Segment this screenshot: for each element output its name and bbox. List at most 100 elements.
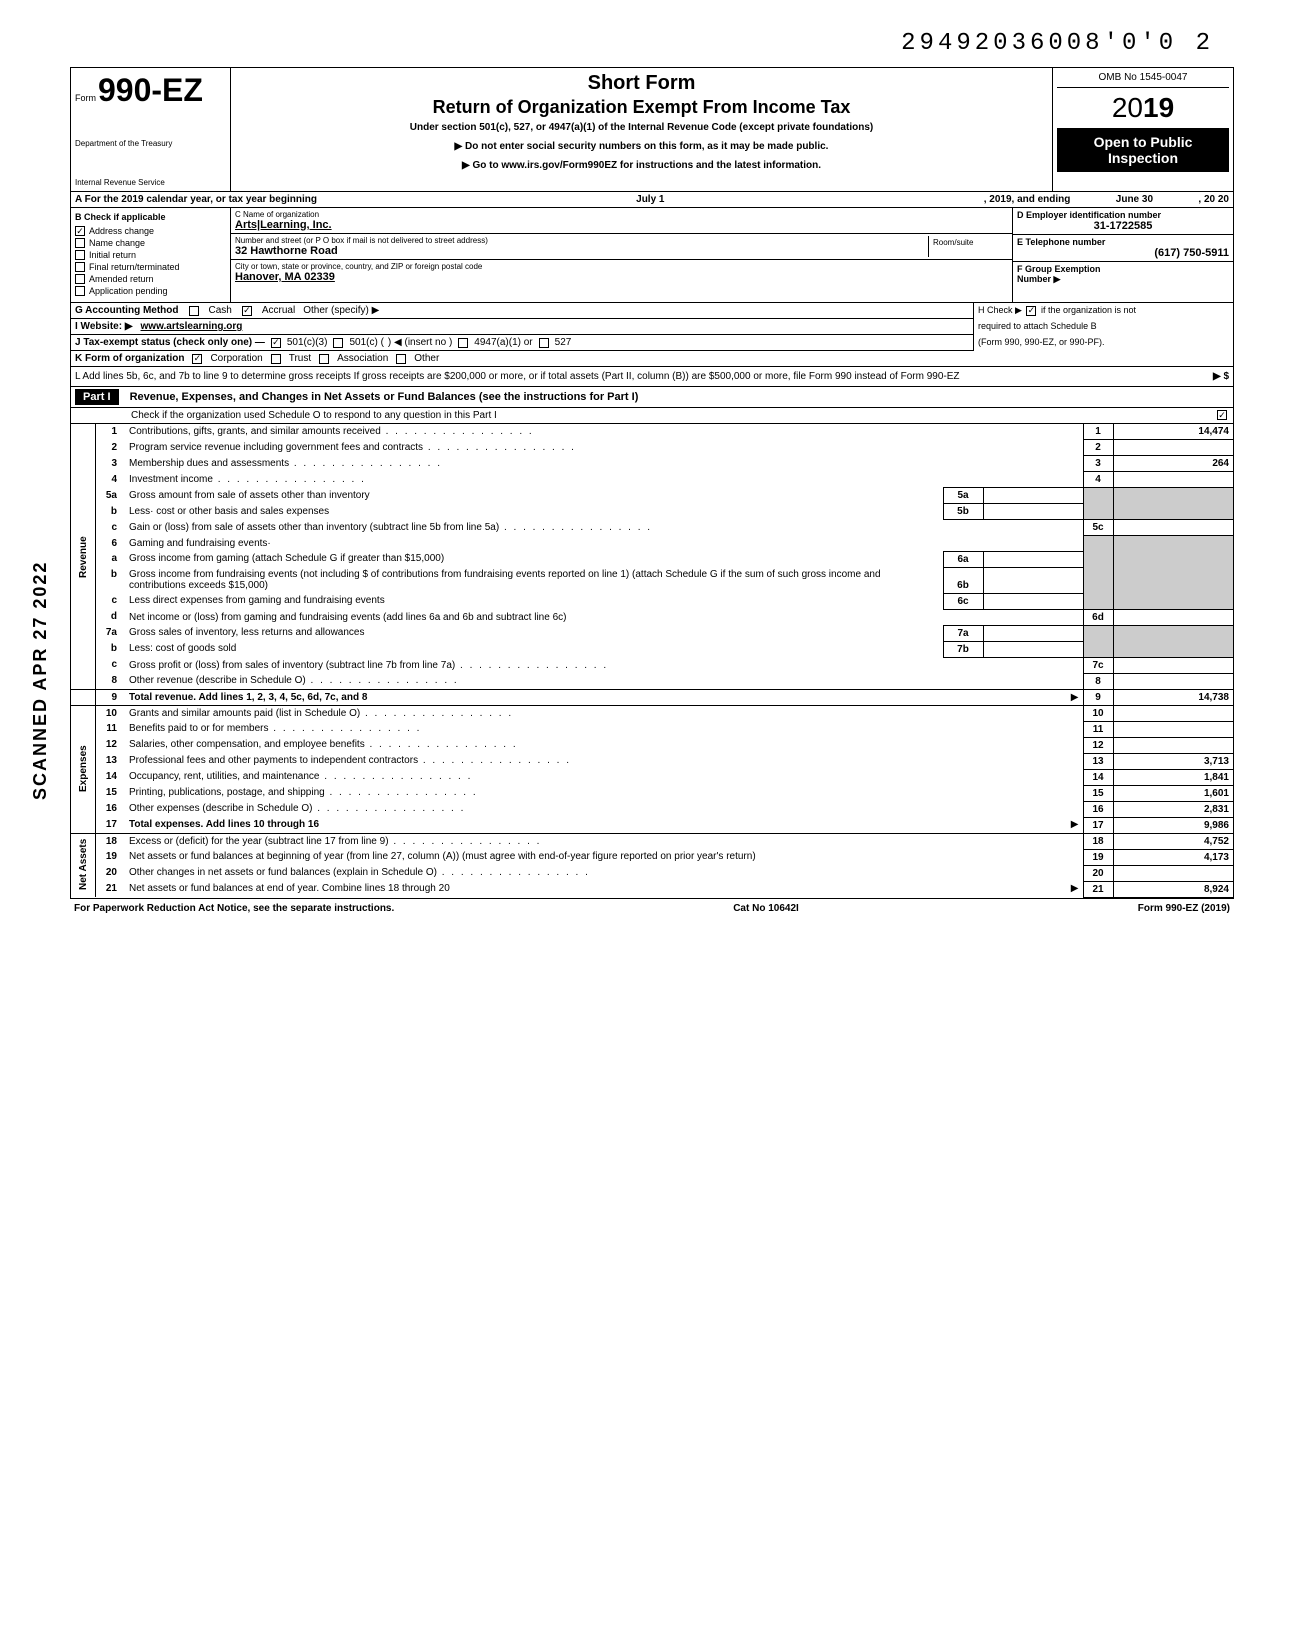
checkbox-501c3[interactable]: ✓ xyxy=(271,338,281,348)
line-11-rnum: 11 xyxy=(1083,721,1113,737)
phone: (617) 750-5911 xyxy=(1017,247,1229,259)
checkbox-501c[interactable] xyxy=(333,338,343,348)
section-l-text: L Add lines 5b, 6c, and 7b to line 9 to … xyxy=(75,371,960,382)
label-form-org: K Form of organization xyxy=(75,353,184,364)
line-20-num: 20 xyxy=(95,865,125,881)
label-ein: D Employer identification number xyxy=(1017,210,1229,220)
checkbox-527[interactable] xyxy=(539,338,549,348)
label-other-org: Other xyxy=(414,353,439,364)
label-association: Association xyxy=(337,353,388,364)
address: 32 Hawthorne Road xyxy=(235,245,928,257)
line-17-num: 17 xyxy=(95,817,125,833)
line-6a-num: a xyxy=(95,551,125,567)
line-18-val: 4,752 xyxy=(1113,833,1233,849)
line-6c-ival xyxy=(983,593,1083,609)
checkbox-corporation[interactable]: ✓ xyxy=(192,354,202,364)
line-1-val: 14,474 xyxy=(1113,424,1233,440)
line-17-val: 9,986 xyxy=(1113,817,1233,833)
return-title: Return of Organization Exempt From Incom… xyxy=(239,97,1044,118)
dept-irs: Internal Revenue Service xyxy=(75,178,226,187)
line-17-arrow: ▶ xyxy=(1071,819,1079,830)
line-10-desc: Grants and similar amounts paid (list in… xyxy=(125,705,1083,721)
line-20-desc: Other changes in net assets or fund bala… xyxy=(125,865,1083,881)
line-6d-desc: Net income or (loss) from gaming and fun… xyxy=(125,609,1083,625)
label-tax-exempt: J Tax-exempt status (check only one) — xyxy=(75,337,265,348)
instr-url: ▶ Go to www.irs.gov/Form990EZ for instru… xyxy=(239,160,1044,171)
row-a-mid: , 2019, and ending xyxy=(984,194,1071,205)
checkbox-accrual[interactable]: ✓ xyxy=(242,306,252,316)
label-initial-return: Initial return xyxy=(89,250,136,260)
checkbox-amended-return[interactable] xyxy=(75,274,85,284)
h-text-3: (Form 990, 990-EZ, or 990-PF). xyxy=(978,337,1105,347)
line-5a-inum: 5a xyxy=(943,488,983,504)
form-number: 990-EZ xyxy=(98,72,203,109)
label-group-exemption: F Group Exemption xyxy=(1017,264,1229,274)
line-5a-desc: Gross amount from sale of assets other t… xyxy=(125,488,943,504)
line-8-num: 8 xyxy=(95,673,125,689)
label-accrual: Accrual xyxy=(262,305,295,316)
line-3-val: 264 xyxy=(1113,456,1233,472)
line-6b-ival xyxy=(983,567,1083,593)
label-4947: 4947(a)(1) or xyxy=(474,337,532,348)
line-7b-inum: 7b xyxy=(943,641,983,657)
subtitle: Under section 501(c), 527, or 4947(a)(1)… xyxy=(239,122,1044,133)
line-17-desc: Total expenses. Add lines 10 through 16 xyxy=(129,819,319,830)
line-17-rnum: 17 xyxy=(1083,817,1113,833)
checkbox-h[interactable]: ✓ xyxy=(1026,306,1036,316)
line-21-rnum: 21 xyxy=(1083,881,1113,897)
line-9-rnum: 9 xyxy=(1083,689,1113,705)
line-7b-desc: Less: cost of goods sold xyxy=(125,641,943,657)
line-5b-num: b xyxy=(95,504,125,520)
label-room: Room/suite xyxy=(933,238,1004,247)
checkbox-4947[interactable] xyxy=(458,338,468,348)
line-3-desc: Membership dues and assessments xyxy=(125,456,1083,472)
checkbox-trust[interactable] xyxy=(271,354,281,364)
dept-treasury: Department of the Treasury xyxy=(75,139,226,148)
line-12-desc: Salaries, other compensation, and employ… xyxy=(125,737,1083,753)
line-12-val xyxy=(1113,737,1233,753)
line-14-desc: Occupancy, rent, utilities, and maintena… xyxy=(125,769,1083,785)
checkbox-cash[interactable] xyxy=(189,306,199,316)
label-h-check: H Check ▶ xyxy=(978,305,1022,315)
line-2-rnum: 2 xyxy=(1083,440,1113,456)
line-14-num: 14 xyxy=(95,769,125,785)
line-6b-inum: 6b xyxy=(943,567,983,593)
line-12-num: 12 xyxy=(95,737,125,753)
line-8-rnum: 8 xyxy=(1083,673,1113,689)
label-501c3: 501(c)(3) xyxy=(287,337,328,348)
side-label-net-assets: Net Assets xyxy=(71,833,95,897)
checkbox-address-change[interactable]: ✓ xyxy=(75,226,85,236)
label-cash: Cash xyxy=(209,305,232,316)
line-11-desc: Benefits paid to or for members xyxy=(125,721,1083,737)
footer-right: Form 990-EZ (2019) xyxy=(1138,903,1230,914)
checkbox-schedule-o[interactable]: ✓ xyxy=(1217,410,1227,420)
part1-check-text: Check if the organization used Schedule … xyxy=(131,410,497,421)
label-city: City or town, state or province, country… xyxy=(235,262,1008,271)
line-2-desc: Program service revenue including govern… xyxy=(125,440,1083,456)
city: Hanover, MA 02339 xyxy=(235,271,1008,283)
line-10-val xyxy=(1113,705,1233,721)
checkbox-initial-return[interactable] xyxy=(75,250,85,260)
line-15-num: 15 xyxy=(95,785,125,801)
line-5c-desc: Gain or (loss) from sale of assets other… xyxy=(125,520,1083,536)
checkbox-other-org[interactable] xyxy=(396,354,406,364)
line-8-val xyxy=(1113,673,1233,689)
line-11-val xyxy=(1113,721,1233,737)
checkbox-name-change[interactable] xyxy=(75,238,85,248)
line-14-rnum: 14 xyxy=(1083,769,1113,785)
line-6a-ival xyxy=(983,551,1083,567)
line-8-desc: Other revenue (describe in Schedule O) xyxy=(125,673,1083,689)
checkbox-association[interactable] xyxy=(319,354,329,364)
checkbox-application-pending[interactable] xyxy=(75,286,85,296)
label-accounting: G Accounting Method xyxy=(75,305,179,316)
line-9-desc: Total revenue. Add lines 1, 2, 3, 4, 5c,… xyxy=(129,692,367,703)
line-7c-rnum: 7c xyxy=(1083,657,1113,673)
label-address: Number and street (or P O box if mail is… xyxy=(235,236,928,245)
checkbox-final-return[interactable] xyxy=(75,262,85,272)
line-6c-inum: 6c xyxy=(943,593,983,609)
line-18-num: 18 xyxy=(95,833,125,849)
line-13-rnum: 13 xyxy=(1083,753,1113,769)
line-7c-desc: Gross profit or (loss) from sales of inv… xyxy=(125,657,1083,673)
line-4-num: 4 xyxy=(95,472,125,488)
h-text-1: if the organization is not xyxy=(1041,305,1136,315)
